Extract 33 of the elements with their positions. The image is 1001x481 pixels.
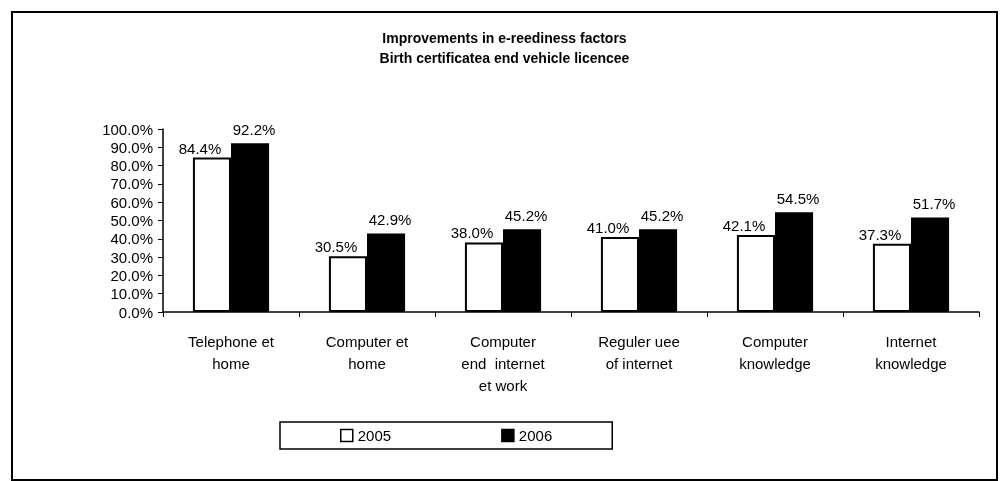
legend-label: 2006 [518, 427, 553, 444]
y-tick-label: 90.0% [110, 138, 153, 156]
data-label: 38.0% [450, 224, 494, 242]
x-tick-label: Reguler uee of internet [598, 332, 680, 372]
data-label: 45.2% [504, 207, 548, 225]
data-label: 51.7% [912, 195, 956, 213]
x-tick-label: Computer end internet et work [461, 332, 546, 394]
x-tick-label: Telephone et home [188, 332, 275, 372]
data-label: 41.0% [586, 218, 630, 236]
x-tick-label: Computer et home [325, 332, 410, 372]
data-label: 42.1% [722, 216, 766, 234]
y-tick-label: 60.0% [110, 193, 153, 211]
y-tick-label: 70.0% [110, 175, 153, 193]
y-tick-label: 80.0% [110, 157, 153, 175]
data-label: 30.5% [314, 238, 358, 256]
y-tick-label: 50.0% [110, 212, 153, 229]
legend-label: 2005 [357, 427, 392, 444]
data-label: 84.4% [178, 139, 222, 157]
y-tick-label: 20.0% [110, 266, 153, 284]
data-label: 92.2% [232, 121, 276, 139]
data-label: 42.9% [368, 211, 412, 229]
data-label: 37.3% [858, 225, 902, 243]
chart-title: Improvements in e-reediness factors [382, 30, 627, 46]
y-tick-label: 40.0% [110, 230, 153, 248]
x-tick-label: Internet knowledge [875, 332, 947, 372]
y-tick-label: 10.0% [110, 285, 153, 303]
data-label: 45.2% [640, 207, 684, 225]
chart-subtitle: Birth certificatea end vehicle licencee [379, 50, 630, 66]
x-tick-label: Computer knowledge [739, 332, 811, 372]
y-tick-label: 0.0% [118, 303, 153, 321]
data-label: 54.5% [776, 190, 820, 208]
y-tick-label: 100.0% [102, 120, 153, 138]
y-tick-label: 30.0% [110, 248, 153, 266]
